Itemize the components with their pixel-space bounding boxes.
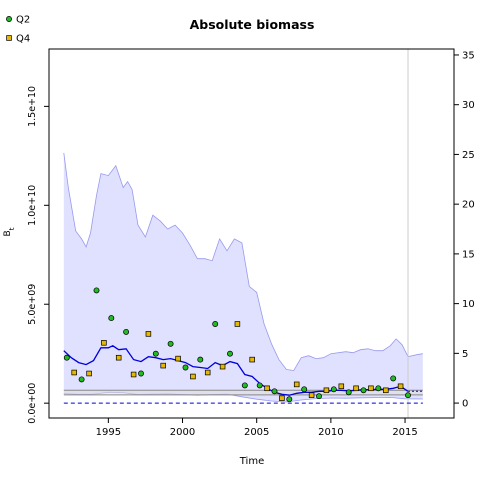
legend-q2-marker	[6, 16, 12, 22]
q2-point	[271, 388, 278, 395]
y-tick-label: 1.0e+10	[27, 185, 38, 226]
q2-point	[330, 386, 337, 393]
q2-point	[241, 382, 248, 389]
q4-point	[368, 385, 374, 392]
y2-tick-label: 25	[462, 150, 475, 161]
q2-point	[405, 392, 411, 399]
chart-title: Absolute biomass	[190, 17, 315, 32]
q2-point	[316, 393, 322, 400]
q4-point	[383, 387, 389, 394]
y2-tick-label: 0	[462, 399, 468, 410]
q4-point	[71, 369, 77, 376]
q2-point	[93, 287, 100, 294]
q2-point	[78, 376, 85, 383]
q4-point	[279, 395, 285, 401]
y-tick-label: 0.0e+00	[27, 383, 38, 424]
q4-point	[234, 321, 241, 327]
q4-point	[293, 381, 300, 388]
q4-point	[264, 385, 270, 392]
q2-point	[182, 364, 189, 371]
q2-point	[256, 382, 263, 389]
q4-point	[219, 363, 226, 370]
q4-point	[101, 340, 107, 346]
q4-point	[145, 331, 152, 337]
q2-point	[152, 350, 159, 357]
plot-frame	[48, 48, 455, 419]
y-tick-label: 5.0e+09	[27, 284, 38, 325]
q4-point	[115, 354, 122, 361]
q4-point	[338, 383, 345, 390]
y-axis-label-subscript: t	[8, 227, 16, 230]
q2-point	[123, 328, 130, 335]
x-tick-label: 1995	[96, 427, 121, 438]
x-tick-label: 2005	[244, 427, 269, 438]
legend-q4-marker	[6, 35, 12, 41]
y2-tick-label: 35	[462, 50, 475, 61]
y-tick-label: 1.5e+10	[27, 86, 38, 127]
q4-point	[397, 383, 404, 390]
q2-point	[167, 340, 174, 347]
reference-band	[63, 390, 423, 395]
q2-point	[138, 370, 144, 377]
q2-point	[301, 386, 308, 393]
q4-point	[175, 355, 181, 362]
q4-point	[190, 373, 196, 380]
q2-point	[108, 315, 115, 322]
q4-point	[86, 370, 92, 377]
q2-point	[197, 356, 204, 363]
q2-point	[212, 321, 219, 327]
confidence-band-upper	[63, 152, 423, 371]
q2-point	[360, 387, 367, 394]
q4-point	[204, 369, 211, 376]
confidence-band	[63, 152, 423, 402]
q4-point	[160, 362, 166, 369]
y2-tick-label: 30	[462, 100, 475, 111]
q2-point	[286, 396, 293, 403]
q4-point	[353, 385, 359, 392]
x-tick-label: 2010	[318, 427, 343, 438]
y2-tick-label: 5	[462, 349, 468, 360]
y2-tick-label: 15	[462, 249, 475, 260]
q2-point	[63, 354, 70, 361]
observation-points-layer	[63, 287, 411, 403]
q4-point	[249, 356, 255, 363]
y2-tick-label: 20	[462, 200, 475, 211]
legend: Q2 Q4	[6, 15, 30, 45]
legend-label: Q2	[16, 15, 30, 26]
x-tick-label: 2000	[170, 427, 195, 438]
axis-layer: 1995 2000 2005 2010 20150.0e+005.0e+091.0e+1…	[27, 50, 475, 438]
q4-point	[308, 392, 315, 398]
y2-tick-label: 10	[462, 299, 475, 310]
q4-point	[323, 387, 330, 394]
confidence-band-layer	[63, 152, 423, 403]
q2-point	[375, 385, 382, 392]
legend-label: Q4	[16, 34, 30, 45]
q2-point	[390, 375, 397, 382]
q2-point	[345, 389, 352, 396]
y-axis-label: Bt	[3, 227, 16, 236]
q4-point	[130, 371, 137, 378]
x-tick-label: 2015	[392, 427, 417, 438]
x-axis-label: Time	[239, 456, 264, 467]
q2-point	[227, 350, 233, 357]
